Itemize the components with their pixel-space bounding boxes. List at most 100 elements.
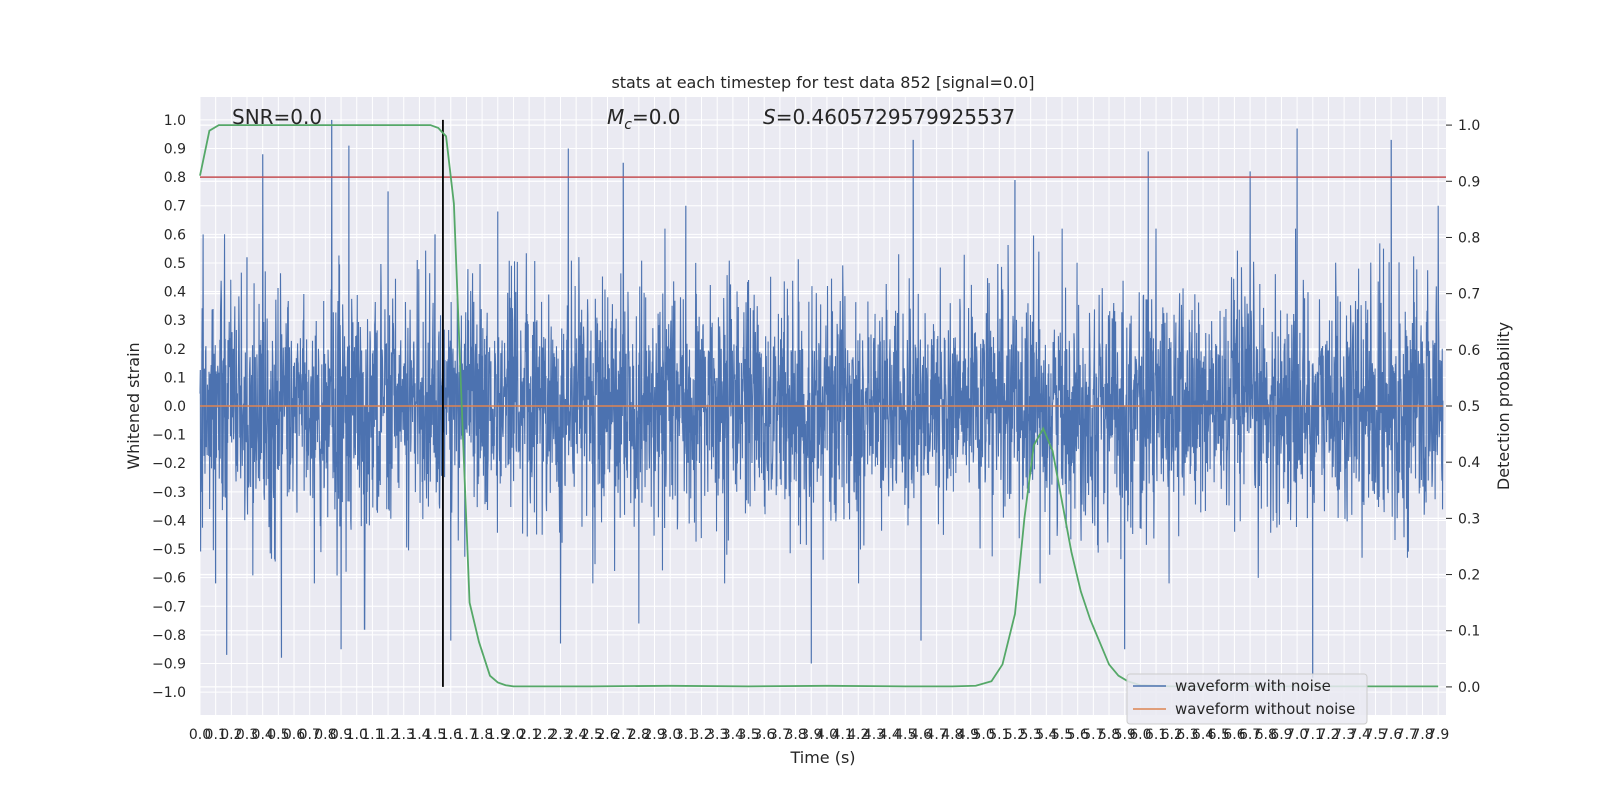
x-tick-label: 6.9 (1270, 727, 1292, 743)
y-tick-label: −0.4 (152, 513, 186, 529)
y-tick-label: 0.2 (164, 342, 186, 358)
x-tick-label: 0.8 (314, 727, 336, 743)
y2-axis-ticks: 0.0 0.1 0.2 0.3 0.4 0.5 0.6 0.7 0.8 0.9 1.0 (1446, 118, 1480, 696)
y-tick-label: −0.1 (152, 428, 186, 444)
y-tick-label: −0.8 (152, 628, 186, 644)
x-tick-label: 2.2 (534, 727, 556, 743)
x-tick-label: 0.5 (267, 727, 289, 743)
y-tick-label: −0.3 (152, 485, 186, 501)
x-tick-label: 6.6 (1223, 727, 1245, 743)
y-tick-label: 1.0 (164, 113, 186, 129)
x-tick-label: 6.5 (1208, 727, 1230, 743)
x-tick-label: 5.0 (973, 727, 995, 743)
y2-tick-label: 0.3 (1458, 511, 1480, 527)
y2-tick-label: 0.9 (1458, 174, 1480, 190)
x-tick-label: 7.2 (1317, 727, 1339, 743)
x-tick-label: 7.6 (1380, 727, 1402, 743)
y-tick-label: −1.0 (152, 685, 186, 701)
x-tick-label: 4.6 (910, 727, 932, 743)
x-tick-label: 4.7 (925, 727, 947, 743)
x-tick-label: 1.1 (361, 727, 383, 743)
y-tick-label: 0.3 (164, 313, 186, 329)
x-tick-label: 6.3 (1176, 727, 1198, 743)
x-tick-label: 6.0 (1129, 727, 1151, 743)
y2-axis-label: Detection probability (1494, 322, 1513, 490)
noise-waveform-line (199, 119, 1444, 678)
y-tick-label: 0.0 (164, 399, 186, 415)
x-tick-label: 1.9 (487, 727, 509, 743)
x-tick-label: 2.0 (502, 727, 524, 743)
x-tick-label: 2.6 (596, 727, 618, 743)
legend-clean-label: waveform without noise (1175, 700, 1355, 718)
x-tick-label: 6.7 (1239, 727, 1261, 743)
x-tick-label: 4.4 (878, 727, 900, 743)
x-tick-label: 5.3 (1020, 727, 1042, 743)
y-tick-label: −0.7 (152, 599, 186, 615)
x-tick-label: 5.8 (1098, 727, 1120, 743)
chirp-mass-subscript: c (624, 117, 632, 133)
x-tick-label: 4.1 (831, 727, 853, 743)
x-tick-label: 7.7 (1396, 727, 1418, 743)
x-tick-label: 1.8 (471, 727, 493, 743)
y-axis-label: Whitened strain (124, 342, 143, 469)
x-tick-label: 0.1 (205, 727, 227, 743)
x-tick-label: 3.6 (753, 727, 775, 743)
chirp-mass-annotation: Mc=0.0 (607, 105, 681, 133)
x-tick-label: 1.6 (440, 727, 462, 743)
x-tick-label: 1.3 (393, 727, 415, 743)
x-tick-label: 1.7 (455, 727, 477, 743)
x-tick-label: 1.0 (346, 727, 368, 743)
x-tick-label: 4.9 (957, 727, 979, 743)
y2-tick-label: 0.4 (1458, 455, 1480, 471)
y-tick-label: 0.8 (164, 170, 186, 186)
x-tick-label: 3.7 (769, 727, 791, 743)
x-tick-label: 2.9 (643, 727, 665, 743)
x-tick-label: 2.5 (581, 727, 603, 743)
y2-tick-label: 0.5 (1458, 399, 1480, 415)
statistic-annotation: S=0.4605729579925537 (763, 105, 1015, 129)
y2-tick-label: 1.0 (1458, 118, 1480, 134)
x-axis-label: Time (s) (789, 748, 855, 767)
x-tick-label: 3.5 (737, 727, 759, 743)
y-tick-label: 0.6 (164, 227, 186, 243)
x-tick-label: 1.2 (377, 727, 399, 743)
y2-tick-label: 0.0 (1458, 680, 1480, 696)
y-tick-label: −0.9 (152, 657, 186, 673)
y2-tick-label: 0.6 (1458, 343, 1480, 359)
x-tick-label: 6.4 (1192, 727, 1214, 743)
x-tick-label: 7.0 (1286, 727, 1308, 743)
y2-tick-label: 0.7 (1458, 287, 1480, 303)
x-tick-label: 1.5 (424, 727, 446, 743)
y-tick-label: 0.5 (164, 256, 186, 272)
y-axis-ticks: −1.0 −0.9 −0.8 −0.7 −0.6 −0.5 −0.4 −0.3 −0.2 −0.1… (152, 113, 186, 701)
x-tick-label: 5.6 (1067, 727, 1089, 743)
legend-box (1126, 673, 1368, 725)
x-tick-label: 4.0 (816, 727, 838, 743)
x-tick-label: 4.3 (863, 727, 885, 743)
x-tick-label: 7.8 (1411, 727, 1433, 743)
x-tick-label: 2.8 (628, 727, 650, 743)
x-tick-label: 5.2 (1004, 727, 1026, 743)
x-tick-label: 3.1 (675, 727, 697, 743)
x-tick-label: 0.2 (220, 727, 242, 743)
x-tick-label: 0.7 (299, 727, 321, 743)
chart-title: stats at each timestep for test data 852… (611, 73, 1034, 92)
legend-noise-label: waveform with noise (1175, 677, 1331, 695)
x-tick-label: 6.1 (1145, 727, 1167, 743)
x-tick-label: 0.6 (283, 727, 305, 743)
y2-tick-label: 0.1 (1458, 624, 1480, 640)
x-tick-label: 5.1 (988, 727, 1010, 743)
x-tick-label: 7.1 (1302, 727, 1324, 743)
snr-annotation: SNR=0.0 (232, 105, 322, 129)
x-tick-label: 3.9 (800, 727, 822, 743)
legend: waveform with noise waveform without noi… (1126, 673, 1368, 725)
x-tick-label: 4.5 (894, 727, 916, 743)
x-tick-label: 3.4 (722, 727, 744, 743)
x-tick-label: 3.0 (659, 727, 681, 743)
x-tick-label: 3.8 (784, 727, 806, 743)
y-tick-label: 0.7 (164, 199, 186, 215)
y-tick-label: 0.1 (164, 370, 186, 386)
chirp-mass-value: =0.0 (632, 105, 681, 129)
y-tick-label: −0.2 (152, 456, 186, 472)
x-tick-label: 3.3 (706, 727, 728, 743)
